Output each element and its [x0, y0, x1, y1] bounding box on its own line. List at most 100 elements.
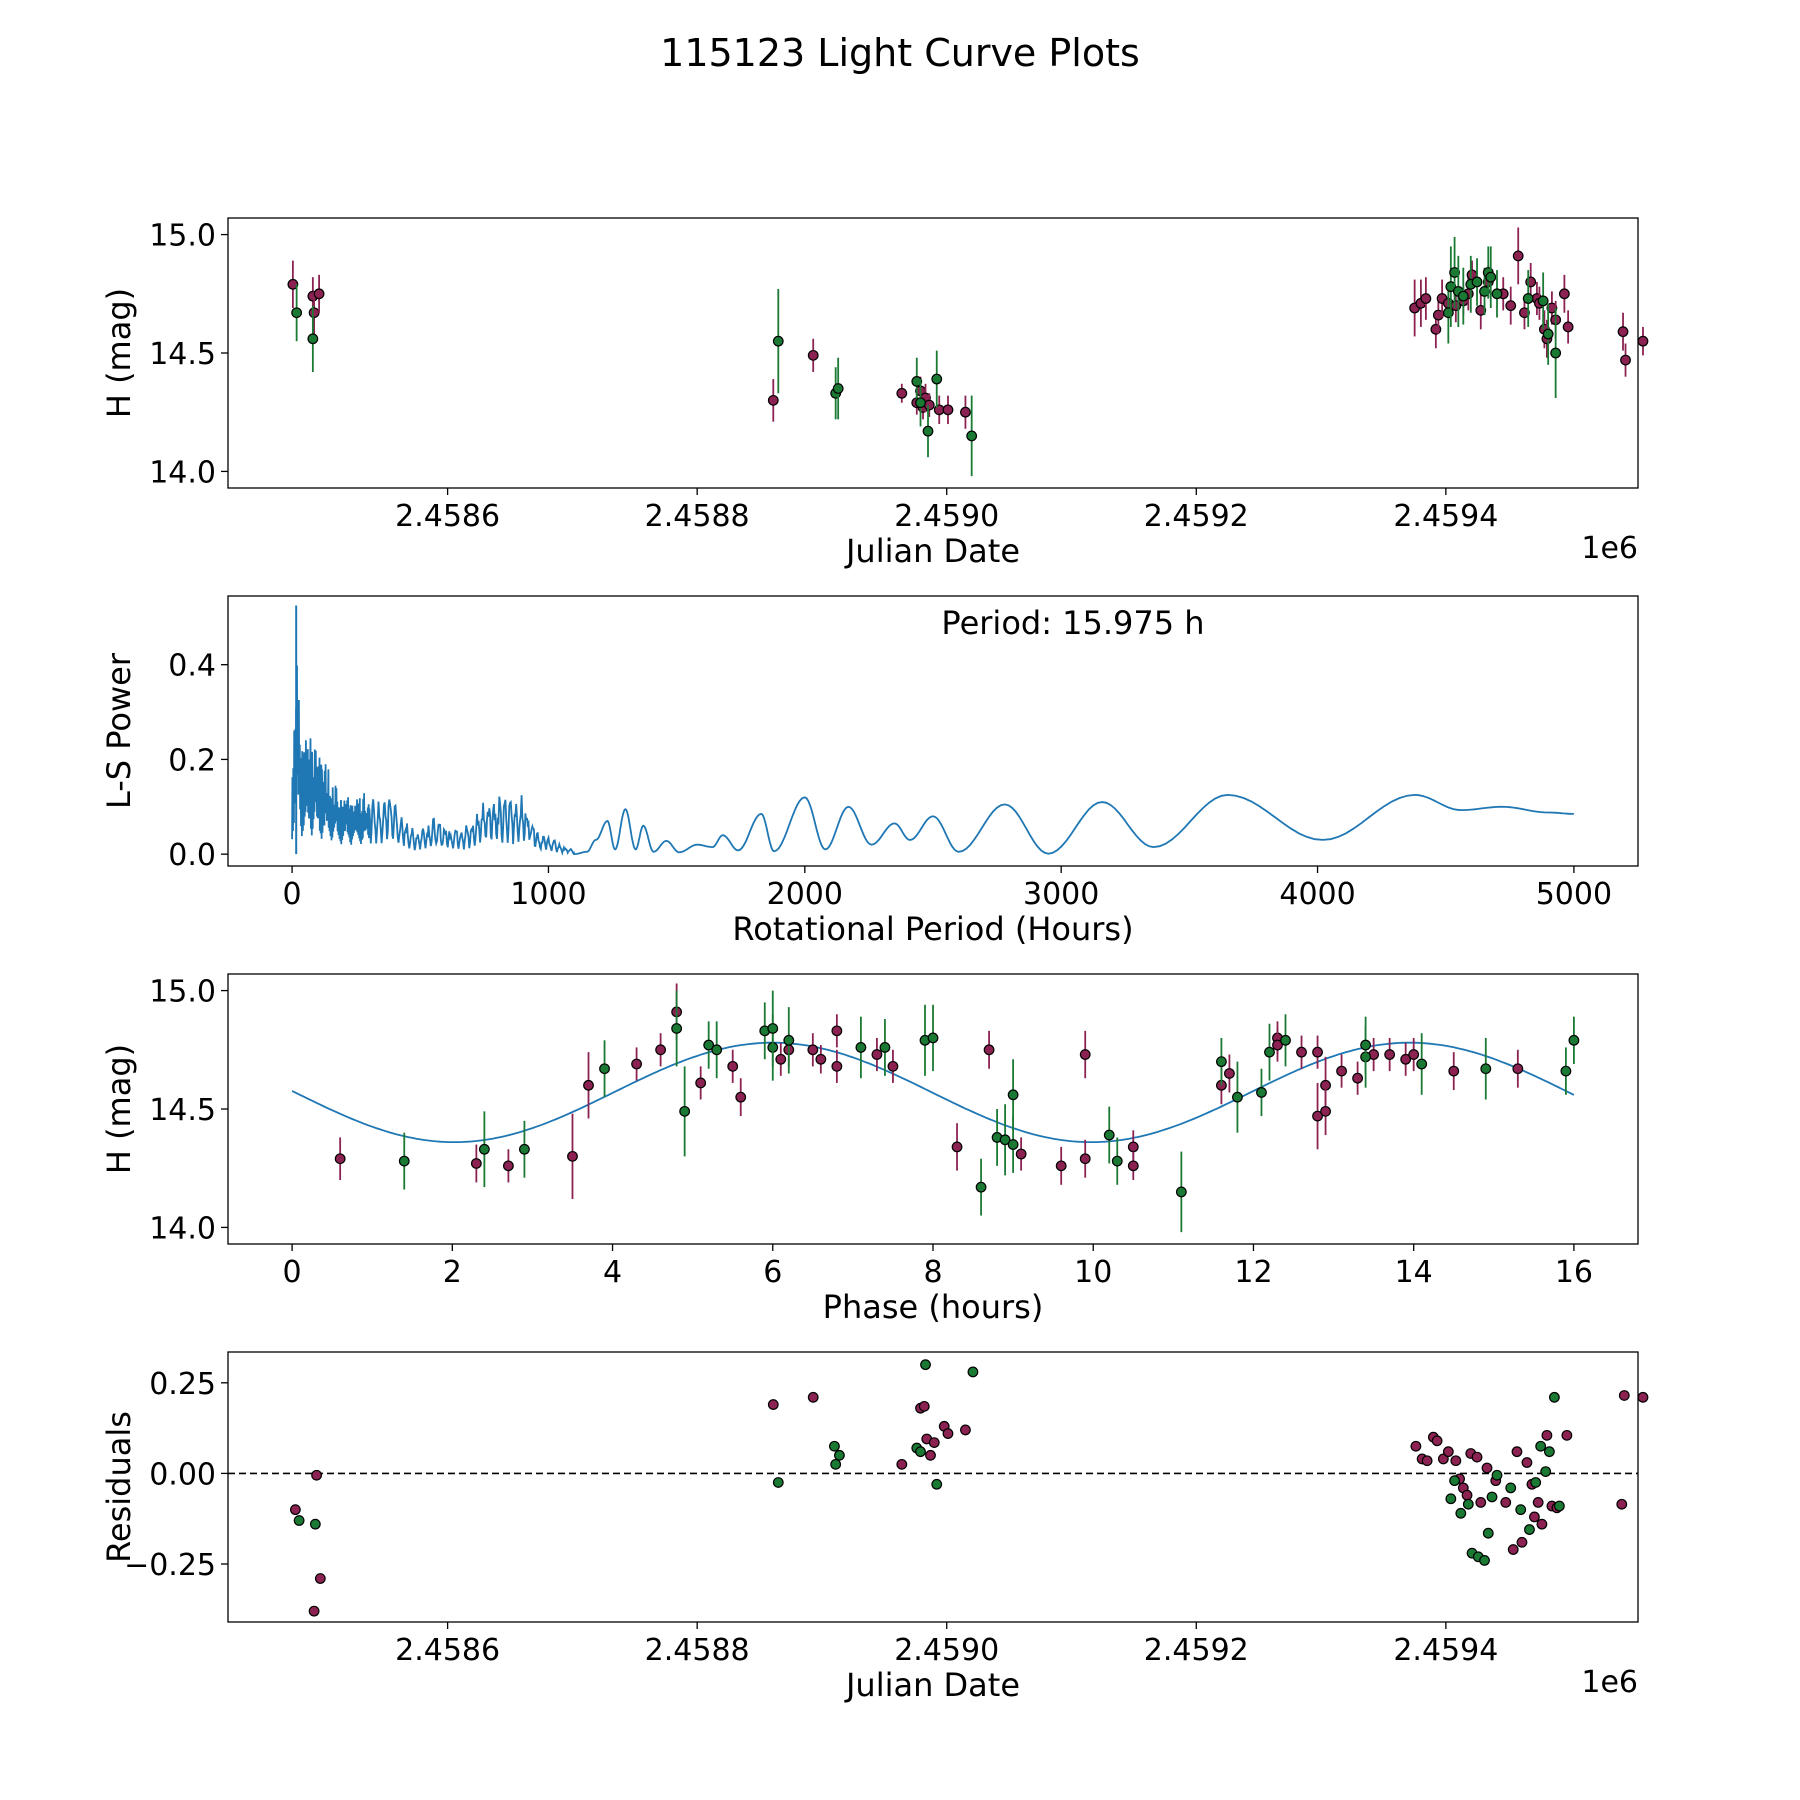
y-tick-label: −0.25 — [124, 1548, 216, 1583]
x-tick-label: 0 — [283, 1255, 302, 1290]
data-point — [1620, 354, 1631, 366]
data-point — [767, 1399, 779, 1410]
data-point — [1103, 1129, 1115, 1141]
data-point — [1475, 304, 1487, 316]
data-point — [911, 376, 923, 387]
data-point — [1312, 1110, 1323, 1122]
x-tick-label: 12 — [1234, 1255, 1272, 1290]
data-point — [1111, 1155, 1123, 1167]
data-point — [1410, 1440, 1422, 1452]
data-point — [1546, 302, 1558, 314]
data-point — [1529, 1511, 1540, 1523]
data-point — [772, 1477, 784, 1488]
data-point — [1471, 276, 1483, 288]
data-point — [1015, 1148, 1027, 1160]
data-point — [1561, 1429, 1573, 1441]
data-point — [922, 425, 934, 437]
y-tick-label: 0.0 — [168, 838, 216, 873]
x-axis-label: Phase (hours) — [823, 1288, 1044, 1326]
data-point — [1007, 1139, 1019, 1150]
data-point — [1432, 309, 1444, 321]
x-tick-label: 2.4586 — [395, 499, 500, 534]
data-point — [1256, 1087, 1267, 1098]
data-point — [631, 1058, 642, 1070]
data-point — [1550, 347, 1562, 359]
data-point — [1491, 288, 1503, 300]
data-point — [679, 1105, 691, 1117]
data-point — [807, 349, 819, 361]
data-point — [314, 1573, 326, 1584]
data-point — [334, 1153, 346, 1165]
data-point — [1216, 1056, 1227, 1068]
y-tick-label: 0.2 — [168, 743, 216, 778]
data-point — [942, 404, 954, 416]
x-tick-label: 0 — [283, 877, 302, 912]
data-point — [470, 1158, 482, 1169]
data-point — [671, 1023, 683, 1034]
residuals-panel: 2.4586 2.4588 2.4590 2.4592 2.4594 −0.25 0.00 0… — [100, 1351, 1649, 1704]
y-tick-label: 0.4 — [168, 649, 216, 684]
data-point — [1486, 1491, 1498, 1503]
y-tick-label: 14.5 — [149, 1093, 216, 1128]
data-point — [807, 1391, 819, 1403]
data-point — [1616, 1498, 1628, 1510]
data-point — [1450, 1455, 1462, 1467]
data-point — [599, 1063, 610, 1075]
x-tick-label: 2.4590 — [894, 1633, 999, 1668]
data-point — [1562, 321, 1574, 333]
data-point — [1055, 1160, 1067, 1172]
data-point — [1421, 1455, 1433, 1467]
data-point — [1540, 1466, 1552, 1477]
data-point — [927, 1032, 939, 1044]
data-point — [767, 394, 779, 406]
data-point — [928, 1437, 940, 1449]
data-point — [931, 1478, 943, 1490]
data-point — [834, 1449, 845, 1461]
x-tick-label: 2.4590 — [894, 499, 999, 534]
data-point — [1449, 1475, 1460, 1487]
data-point — [1530, 1477, 1542, 1488]
data-point — [915, 397, 926, 409]
data-point — [308, 307, 320, 319]
y-axis-label: Residuals — [100, 1411, 138, 1563]
y-tick-label: 15.0 — [149, 975, 216, 1010]
data-point — [1079, 1049, 1091, 1060]
x-tick-label: 3000 — [1023, 877, 1099, 912]
data-point — [1558, 288, 1570, 300]
data-point — [999, 1134, 1011, 1146]
data-point — [289, 1504, 301, 1516]
data-point — [1175, 1186, 1187, 1198]
periodogram-line — [291, 665, 1574, 856]
data-point — [307, 333, 319, 345]
data-point — [1637, 1391, 1649, 1403]
data-point — [695, 1077, 707, 1089]
y-axis-label: H (mag) — [100, 288, 138, 418]
y-tick-label: 0.25 — [149, 1367, 216, 1402]
data-point — [1449, 267, 1460, 278]
data-point — [1505, 300, 1517, 312]
data-point — [967, 1366, 979, 1378]
x-tick-label: 4 — [603, 1255, 622, 1290]
data-point — [1400, 1053, 1412, 1065]
data-point — [583, 1079, 594, 1091]
data-point — [1007, 1089, 1019, 1101]
plot-frame — [227, 1351, 1639, 1623]
data-point — [308, 1605, 320, 1617]
data-point — [502, 1160, 514, 1172]
data-point — [1512, 1063, 1524, 1075]
x-axis-label: Julian Date — [844, 532, 1020, 570]
data-point — [1431, 1435, 1443, 1447]
data-point — [1617, 326, 1629, 338]
data-point — [1516, 1536, 1528, 1548]
x-tick-label: 5000 — [1536, 877, 1612, 912]
x-offset-label: 1e6 — [1581, 531, 1638, 566]
data-point — [1522, 293, 1534, 304]
data-point — [1500, 1497, 1512, 1508]
x-tick-label: 14 — [1395, 1255, 1433, 1290]
data-point — [1127, 1160, 1139, 1172]
x-tick-label: 2 — [443, 1255, 462, 1290]
y-tick-label: 0.00 — [149, 1457, 216, 1492]
y-axis-label: L-S Power — [100, 652, 138, 809]
y-tick-label: 14.0 — [149, 1211, 216, 1246]
x-tick-label: 2.4588 — [645, 499, 750, 534]
